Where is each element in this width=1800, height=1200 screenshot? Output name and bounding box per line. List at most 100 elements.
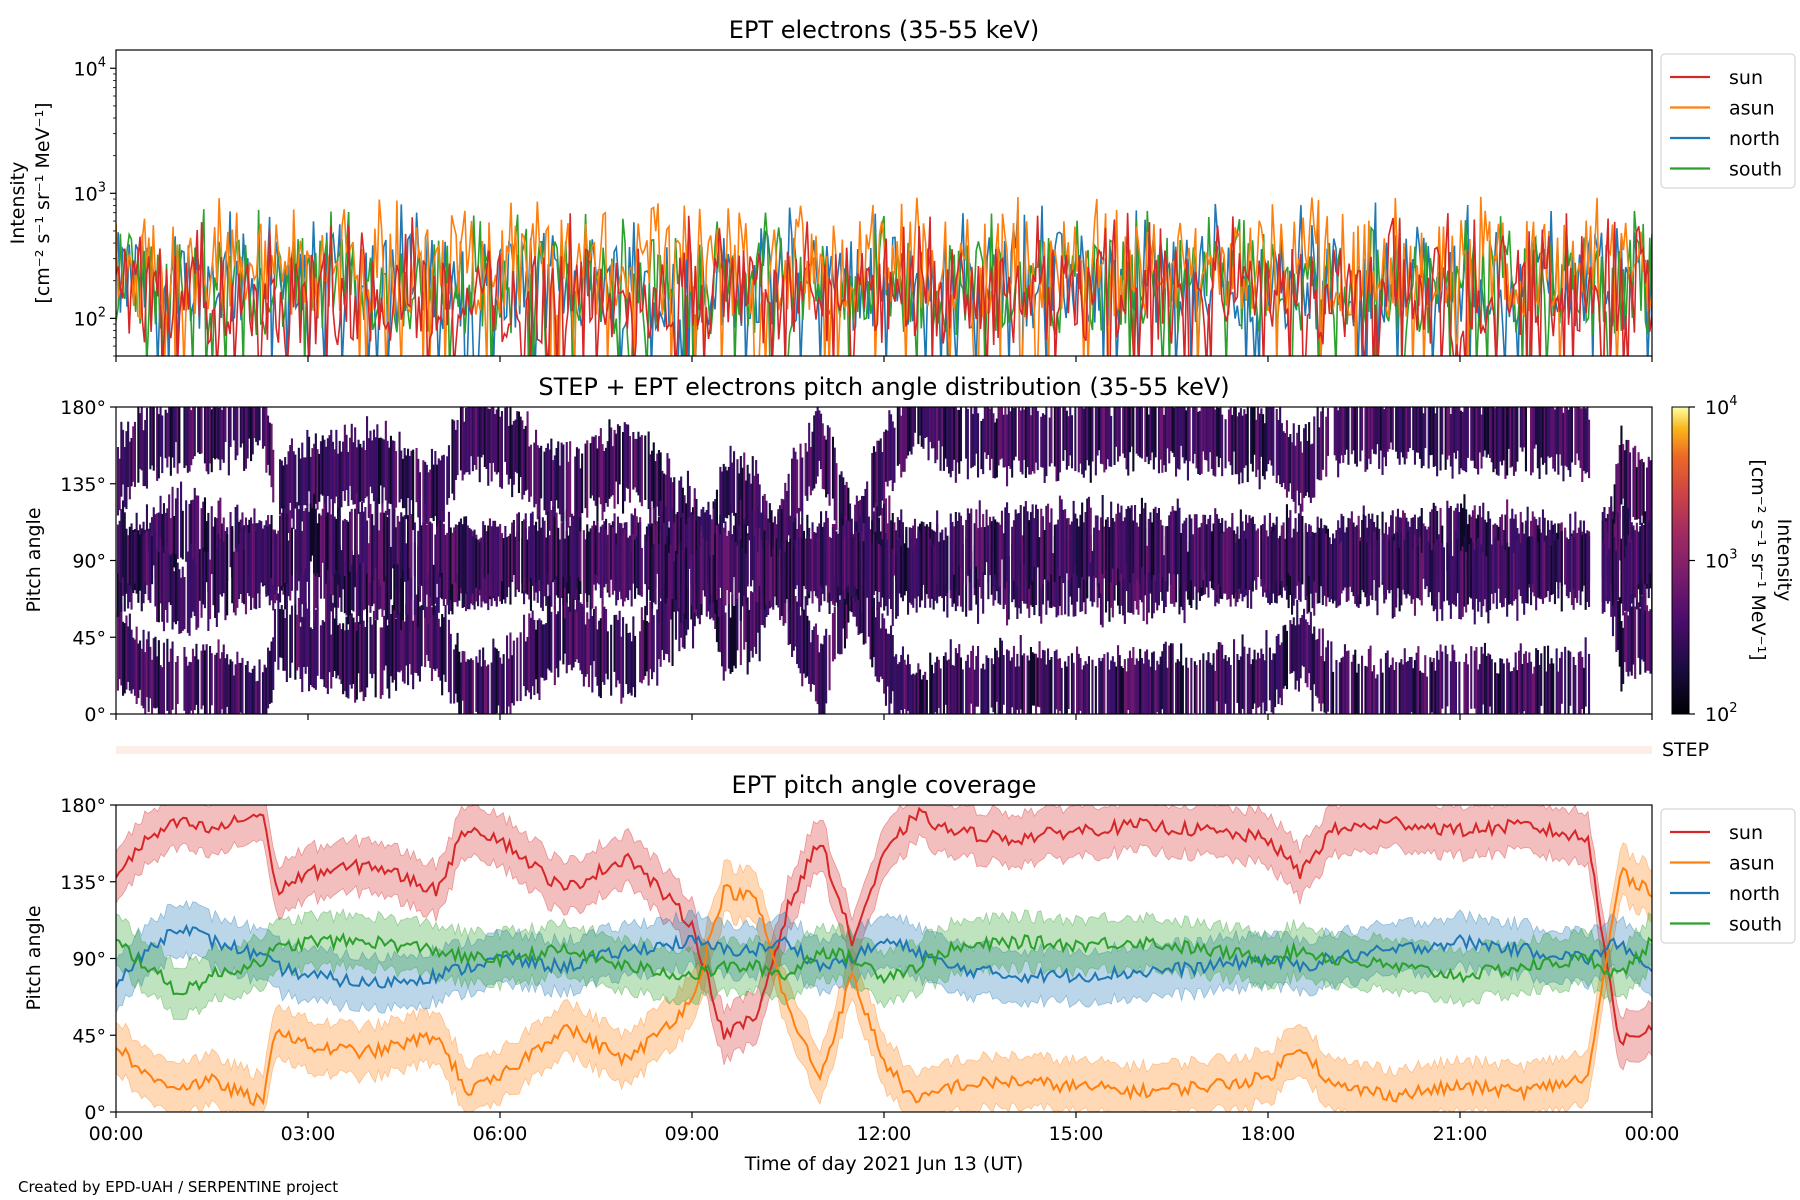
pad-cell — [205, 644, 208, 714]
pad-cell — [1239, 656, 1242, 714]
pad-cell — [1087, 656, 1091, 714]
pad-cell — [1093, 527, 1096, 576]
pad-cell — [1460, 410, 1463, 469]
pad-cell — [277, 593, 280, 670]
pad-cell — [649, 454, 652, 526]
pad-cell — [1157, 407, 1161, 474]
pad-cell — [1364, 407, 1367, 472]
pad-cell — [1579, 408, 1582, 469]
pad-cell — [959, 515, 963, 568]
pad-cell — [463, 516, 466, 594]
pad-cell — [1499, 407, 1502, 462]
pad-cell — [1586, 530, 1589, 602]
pad-cell — [693, 498, 696, 574]
pad-cell — [1519, 643, 1522, 714]
pad-cell — [1023, 544, 1026, 604]
pad-cell — [618, 526, 621, 590]
pad-cell — [750, 591, 753, 651]
pad-cell — [1314, 639, 1318, 696]
pad-cell — [1192, 534, 1195, 600]
pad-cell — [1482, 407, 1485, 457]
pad-cell — [627, 424, 630, 489]
panel1-title: EPT electrons (35-55 keV) — [729, 16, 1039, 44]
pad-cell — [598, 620, 601, 697]
pad-cell — [719, 598, 722, 653]
pad-cell — [321, 435, 324, 496]
pad-cell — [231, 661, 234, 714]
pad-cell — [161, 545, 164, 622]
pad-cell — [219, 407, 222, 471]
pad-cell — [1021, 535, 1024, 601]
pad-cell — [855, 531, 858, 589]
pad-cell — [888, 633, 891, 714]
pad-cell — [983, 527, 986, 575]
pad-cell — [700, 530, 703, 605]
pad-cell — [1410, 554, 1413, 604]
pad-cell — [1294, 445, 1297, 514]
pad-cell — [640, 435, 643, 507]
pad-cell — [393, 540, 396, 611]
pad-cell — [1325, 416, 1328, 477]
pad-cell — [823, 522, 826, 589]
pad-cell — [794, 540, 797, 590]
pad-cell — [451, 419, 454, 494]
pad-cell — [1373, 407, 1376, 454]
pad-cell — [1291, 537, 1294, 594]
pad-cell — [1038, 537, 1041, 617]
pad-cell — [862, 585, 865, 645]
pad-cell — [1207, 520, 1210, 588]
pad-cell — [1577, 407, 1580, 461]
pad-cell — [922, 407, 925, 449]
pad-cell — [328, 503, 331, 581]
y-tick-label: 90° — [72, 551, 106, 573]
pad-cell — [826, 425, 829, 495]
pad-cell — [1473, 549, 1476, 625]
pad-cell — [1434, 413, 1437, 467]
pad-cell — [333, 618, 336, 671]
pad-cell — [1087, 496, 1091, 577]
pad-cell — [1202, 653, 1205, 714]
pad-cell — [1009, 660, 1012, 714]
pad-cell — [958, 409, 961, 474]
pad-cell — [966, 408, 969, 480]
pad-cell — [511, 522, 514, 580]
pad-cell — [1113, 521, 1116, 585]
pad-cell — [429, 608, 432, 668]
pad-cell — [567, 535, 570, 594]
pad-cell — [1082, 522, 1085, 580]
pad-cell — [354, 508, 357, 588]
pad-cell — [1463, 407, 1466, 471]
pad-cell — [830, 538, 833, 593]
pad-cell — [1014, 666, 1017, 714]
pad-cell — [663, 579, 666, 661]
pad-cell — [224, 407, 227, 442]
pad-cell — [181, 566, 184, 631]
pad-cell — [1473, 407, 1476, 469]
pad-cell — [1050, 407, 1053, 464]
pad-cell — [1572, 536, 1575, 590]
pad-cell — [284, 508, 287, 583]
pad-cell — [1297, 624, 1301, 692]
pad-cell — [605, 447, 608, 503]
pad-cell — [1384, 407, 1388, 467]
pad-cell — [1197, 527, 1200, 593]
pad-cell — [1478, 407, 1481, 453]
pad-cell — [290, 605, 294, 663]
pad-cell — [1076, 551, 1079, 602]
pad-cell — [905, 407, 908, 459]
pad-cell — [511, 424, 514, 498]
pad-cell — [598, 436, 601, 498]
pad-cell — [1487, 407, 1490, 455]
pad-cell — [1000, 640, 1004, 714]
pad-cell — [193, 560, 196, 616]
pad-cell — [1233, 407, 1236, 452]
pad-cell — [221, 410, 224, 460]
pad-cell — [1311, 443, 1314, 498]
pad-cell — [982, 663, 985, 714]
pad-cell — [125, 615, 128, 690]
pad-cell — [1256, 652, 1260, 708]
pad-cell — [478, 542, 481, 590]
pad-cell — [884, 533, 888, 607]
pad-cell — [910, 538, 913, 605]
pad-cell — [625, 522, 628, 598]
